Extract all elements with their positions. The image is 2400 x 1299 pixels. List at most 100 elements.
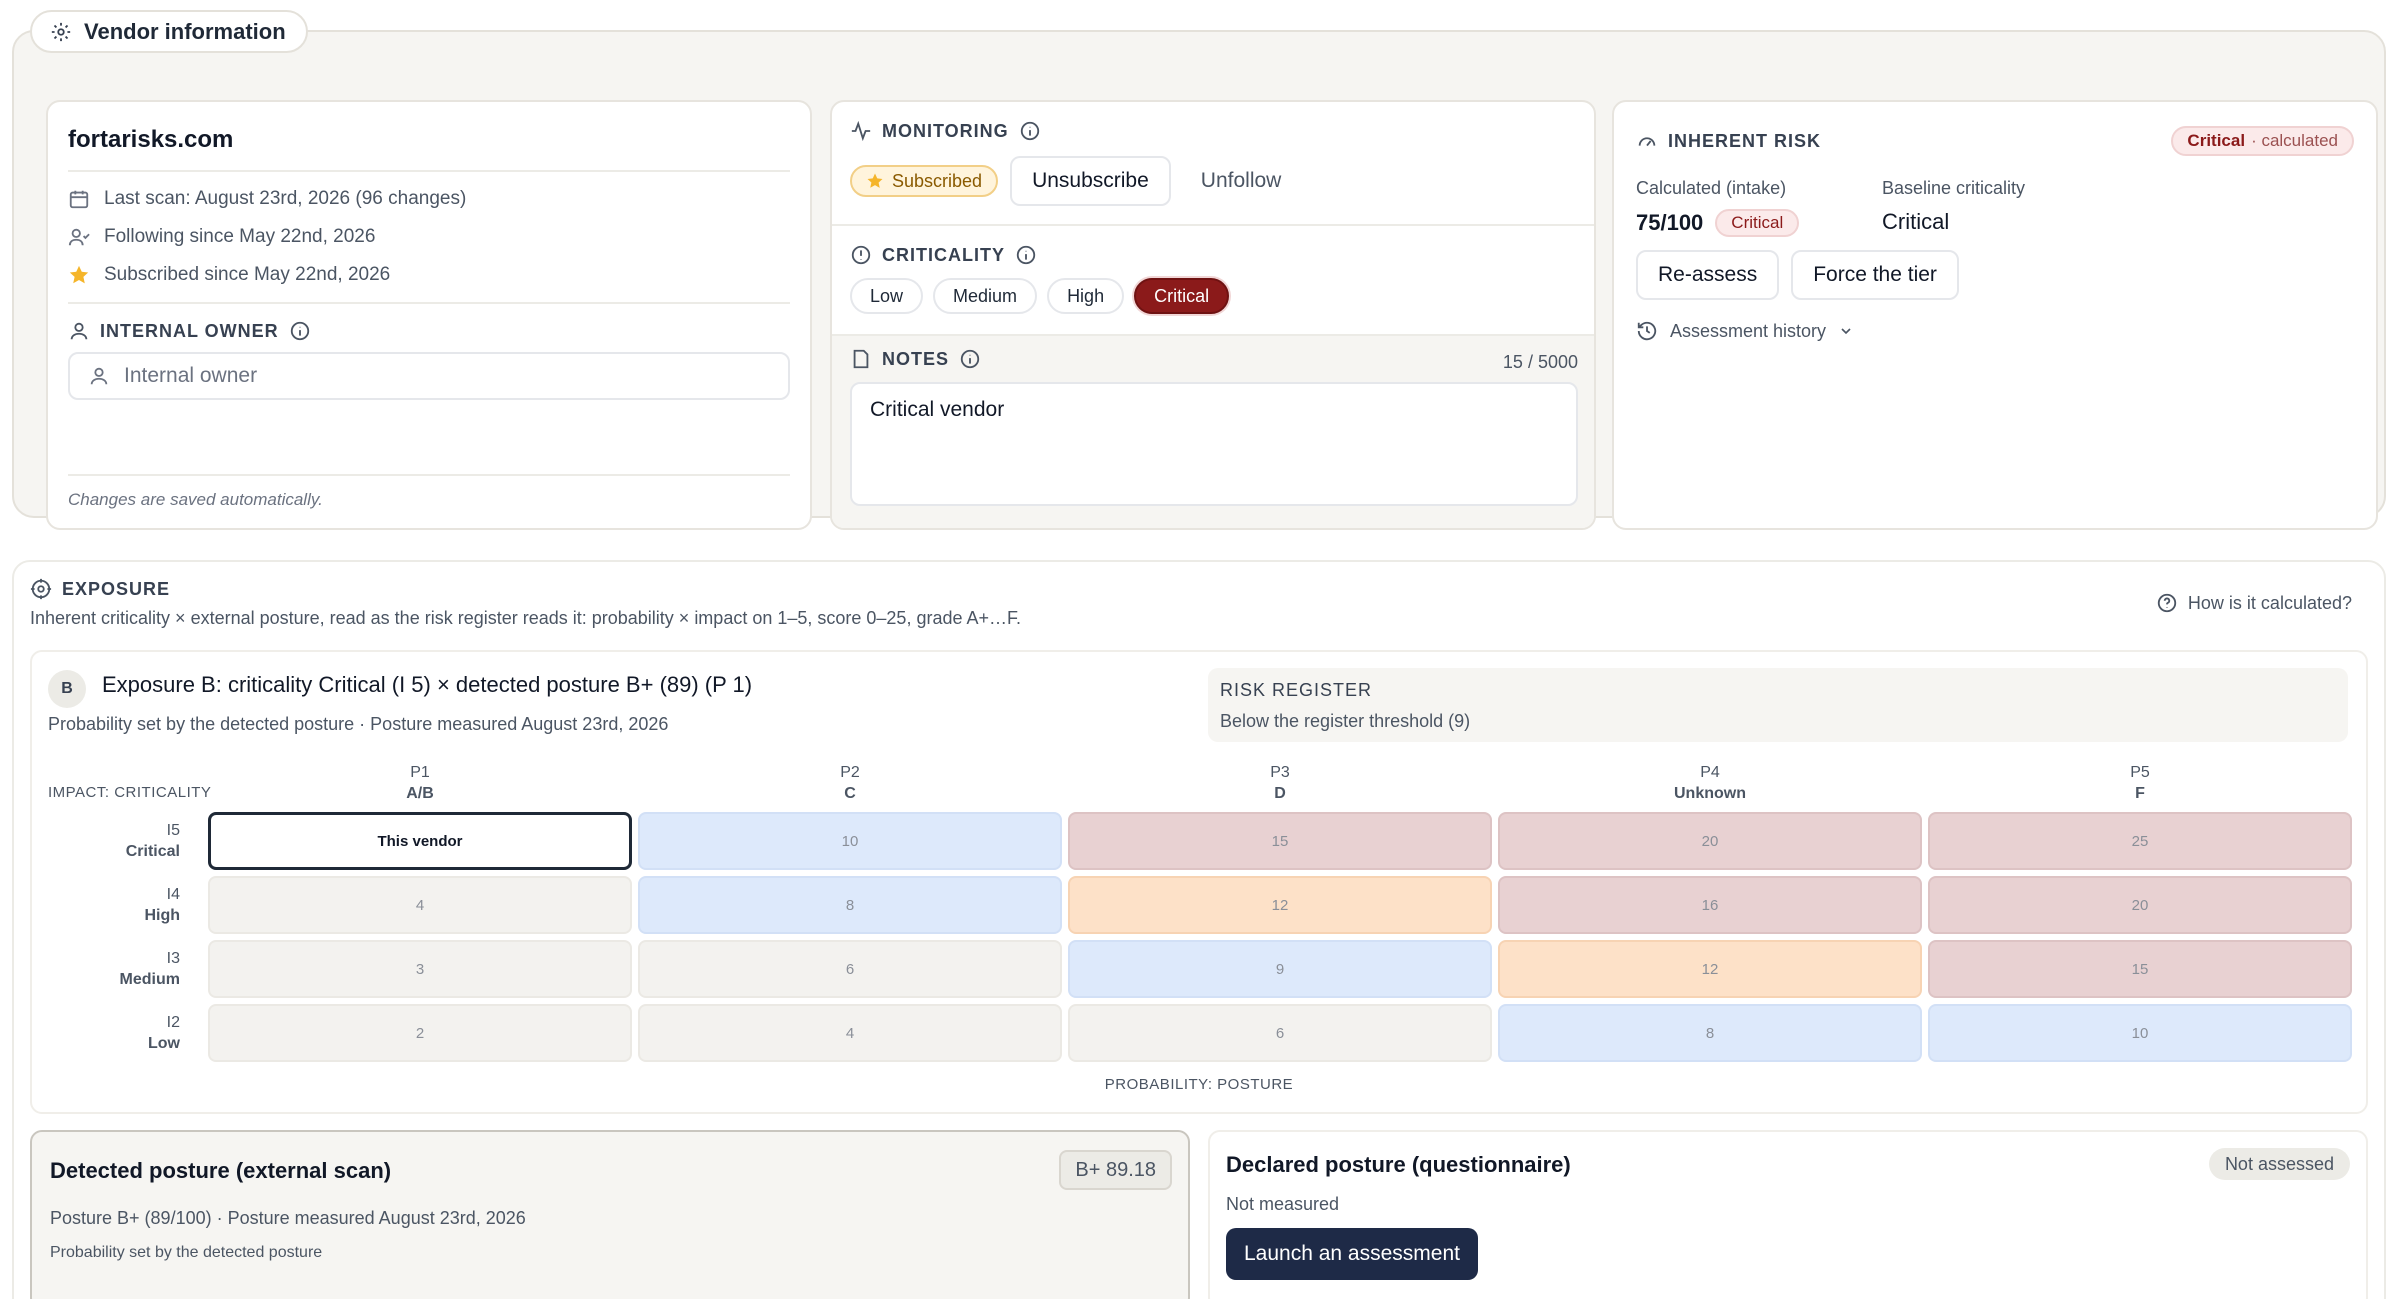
exposure-matrix-card: B Exposure B: criticality Critical (I 5)… bbox=[30, 650, 2368, 1114]
matrix-cell: 4 bbox=[208, 876, 632, 934]
divider bbox=[68, 170, 790, 172]
exposure-subtitle: Probability set by the detected posture … bbox=[48, 714, 669, 734]
assessment-history-toggle[interactable]: Assessment history bbox=[1636, 320, 1854, 342]
matrix-cell: 16 bbox=[1498, 876, 1922, 934]
vendor-details-card: fortarisks.com Last scan: August 23rd, 2… bbox=[46, 100, 812, 530]
matrix-cell: 8 bbox=[1498, 1004, 1922, 1062]
column-code: P4 bbox=[1700, 764, 1720, 781]
vendor-information-section: fortarisks.com Last scan: August 23rd, 2… bbox=[12, 30, 2386, 530]
current-vendor-cell: This vendor bbox=[208, 812, 632, 870]
info-icon[interactable] bbox=[1015, 244, 1037, 266]
inherent-risk-card: INHERENT RISK Critical · calculated Calc… bbox=[1612, 100, 2378, 530]
risk-register-title: RISK REGISTER bbox=[1220, 680, 1373, 700]
internal-owner-input[interactable]: Internal owner bbox=[68, 352, 790, 400]
user-icon bbox=[88, 365, 110, 387]
alert-circle-icon bbox=[850, 244, 872, 266]
criticality-high-chip[interactable]: High bbox=[1047, 278, 1125, 314]
info-icon[interactable] bbox=[1019, 120, 1041, 142]
info-icon[interactable] bbox=[959, 348, 981, 370]
matrix-cell: 10 bbox=[638, 812, 1062, 870]
column-name: F bbox=[2135, 785, 2145, 802]
detected-posture-score: B+ 89.18 bbox=[1059, 1150, 1172, 1190]
following-since-text: Following since May 22nd, 2026 bbox=[104, 226, 376, 247]
risk-register-box: RISK REGISTER Below the register thresho… bbox=[1208, 668, 2348, 742]
row-name: Medium bbox=[119, 971, 180, 988]
baseline-criticality: Baseline criticality Critical bbox=[1882, 178, 2026, 234]
criticality-critical-chip[interactable]: Critical bbox=[1134, 278, 1230, 314]
help-circle-icon bbox=[2156, 592, 2178, 614]
matrix-cell: 15 bbox=[1928, 940, 2352, 998]
matrix-cell: 20 bbox=[1498, 812, 1922, 870]
how-calculated-link[interactable]: How is it calculated? bbox=[2156, 592, 2352, 614]
matrix-row-header: I2 Low bbox=[72, 1012, 180, 1054]
activity-icon bbox=[850, 120, 872, 142]
matrix-row-header: I4 High bbox=[72, 884, 180, 926]
unfollow-button[interactable]: Unfollow bbox=[1200, 169, 1282, 192]
not-assessed-badge: Not assessed bbox=[2208, 1148, 2350, 1180]
matrix-column-header: P1 A/B bbox=[208, 762, 632, 804]
gauge-icon bbox=[1636, 130, 1658, 152]
column-code: P1 bbox=[410, 764, 430, 781]
impact-axis-label: IMPACT: CRITICALITY bbox=[48, 784, 212, 801]
monitoring-actions: Subscribed Unsubscribe Unfollow bbox=[850, 156, 1299, 206]
star-icon bbox=[866, 172, 884, 190]
row-code: I5 bbox=[166, 822, 180, 839]
target-icon bbox=[30, 578, 52, 600]
reassess-button[interactable]: Re-assess bbox=[1636, 250, 1780, 300]
matrix-row-header: I3 Medium bbox=[72, 948, 180, 990]
detected-posture-title: Detected posture (external scan) bbox=[50, 1158, 392, 1183]
notes-textarea[interactable]: Critical vendor bbox=[850, 382, 1578, 506]
matrix-cell: 15 bbox=[1068, 812, 1492, 870]
matrix-cell: 10 bbox=[1928, 1004, 2352, 1062]
matrix-cell: 8 bbox=[638, 876, 1062, 934]
matrix-cell: 3 bbox=[208, 940, 632, 998]
matrix-cell: 2 bbox=[208, 1004, 632, 1062]
calculated-score: 75/100 bbox=[1636, 210, 1704, 235]
history-icon bbox=[1636, 320, 1658, 342]
declared-posture-subtitle: Not measured bbox=[1226, 1194, 1340, 1214]
notes-section: NOTES 15 / 5000 Critical vendor bbox=[832, 334, 1594, 528]
criticality-label: CRITICALITY bbox=[850, 244, 1037, 266]
monitoring-label: MONITORING bbox=[850, 120, 1041, 142]
matrix-row-header: I5 Critical bbox=[72, 820, 180, 862]
exposure-label: EXPOSURE bbox=[30, 578, 170, 600]
exposure-description: Inherent criticality × external posture,… bbox=[30, 608, 1022, 628]
internal-owner-label: INTERNAL OWNER bbox=[68, 320, 311, 342]
declared-posture-card: Declared posture (questionnaire) Not ass… bbox=[1208, 1130, 2368, 1299]
matrix-cell: 12 bbox=[1498, 940, 1922, 998]
column-name: D bbox=[1274, 785, 1286, 802]
baseline-value: Critical bbox=[1882, 209, 1950, 234]
criticality-low-chip[interactable]: Low bbox=[850, 278, 924, 314]
info-icon[interactable] bbox=[289, 320, 311, 342]
notes-label: NOTES bbox=[850, 348, 981, 370]
gear-icon bbox=[50, 21, 72, 43]
row-name: High bbox=[144, 907, 180, 924]
criticality-medium-chip[interactable]: Medium bbox=[933, 278, 1038, 314]
row-name: Low bbox=[148, 1035, 180, 1052]
vendor-information-tab[interactable]: Vendor information bbox=[30, 10, 308, 53]
monitoring-card: MONITORING Subscribed Unsubscribe Unfoll… bbox=[830, 100, 1596, 530]
calendar-icon bbox=[68, 188, 90, 210]
matrix-cell: 4 bbox=[638, 1004, 1062, 1062]
divider bbox=[832, 224, 1594, 226]
matrix-cell: 9 bbox=[1068, 940, 1492, 998]
autosave-note: Changes are saved automatically. bbox=[68, 490, 323, 509]
matrix-column-header: P4 Unknown bbox=[1498, 762, 1922, 804]
column-code: P3 bbox=[1270, 764, 1290, 781]
matrix-cell: 6 bbox=[1068, 1004, 1492, 1062]
unsubscribe-button[interactable]: Unsubscribe bbox=[1010, 156, 1171, 206]
column-name: Unknown bbox=[1674, 785, 1746, 802]
force-tier-button[interactable]: Force the tier bbox=[1791, 250, 1959, 300]
divider bbox=[68, 474, 790, 476]
calculated-critical-badge: Critical bbox=[1715, 209, 1800, 237]
exposure-section: EXPOSURE Inherent criticality × external… bbox=[12, 560, 2386, 1299]
launch-assessment-button[interactable]: Launch an assessment bbox=[1226, 1228, 1478, 1280]
matrix-cell: 6 bbox=[638, 940, 1062, 998]
following-row: Following since May 22nd, 2026 bbox=[68, 226, 375, 248]
star-icon bbox=[68, 264, 90, 286]
subscribed-row: Subscribed since May 22nd, 2026 bbox=[68, 264, 390, 286]
vendor-domain: fortarisks.com bbox=[68, 126, 234, 153]
column-name: C bbox=[844, 785, 856, 802]
column-code: P2 bbox=[840, 764, 860, 781]
last-scan-text: Last scan: August 23rd, 2026 (96 changes… bbox=[104, 188, 467, 209]
